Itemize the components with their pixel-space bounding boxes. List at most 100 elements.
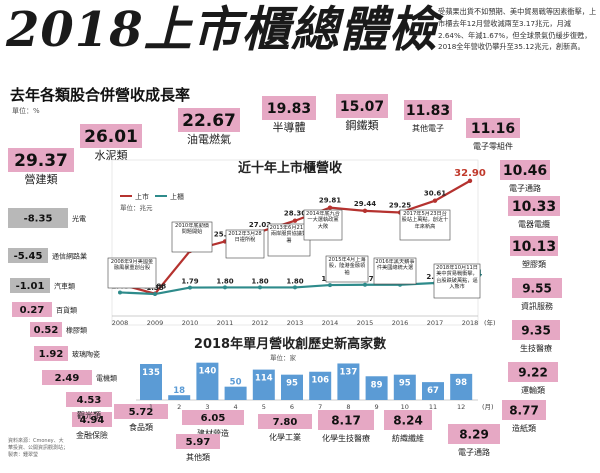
industry-value: 11.83 [406,103,450,119]
industry-label: 食品類 [129,422,153,432]
industry-value: 1.92 [39,349,64,360]
industry-label: 光電 [72,214,86,223]
industry-value: 29.37 [14,151,68,171]
monthly-bar [309,371,332,400]
series-point-otc [328,283,332,288]
industry-label: 電子零組件 [473,141,513,151]
industry-label: 化學工業 [269,432,301,442]
industry-label: 玻璃陶瓷 [72,350,100,359]
monthly-bar [224,386,247,400]
industry-value: 10.46 [503,163,547,179]
industry-bubble [72,412,112,427]
industry-value: 0.52 [34,325,59,336]
monthly-x-tick: 7 [318,403,322,411]
industry-label: 化學生技醫療 [322,433,370,443]
annotation-box [171,221,213,253]
industry-label: 運輸類 [521,385,545,395]
annotation-box [225,229,265,259]
industry-value: 11.16 [471,121,515,137]
annotation-text-wrap: 2014年底九合一大選執政黨大敗 [306,211,340,230]
industry-label: 半導體 [273,120,306,134]
x-tick-label: 2013 [287,319,304,327]
industry-label: 汽車類 [54,282,75,291]
industry-label: 其他電子 [412,123,444,133]
annotation-text-wrap: 2016年黑天鵝事件美國總統大選 [375,259,415,272]
industry-bubble [510,236,558,256]
annotation-text-wrap: 2010年底勤價問題開始 [175,223,209,236]
legend-label-otc: 上櫃 [170,192,184,201]
monthly-bar [422,382,444,400]
annotation-text: 2010年底勤價問題開始 [175,223,209,236]
x-tick-label: 2010 [182,319,199,327]
x-tick-label: 2011 [217,319,234,327]
industry-value: 5.72 [129,407,154,418]
annotation-text: 2015年4月上海股，陸港金融領袖 [328,257,366,276]
data-label-otc: 1.80 [251,277,268,285]
data-label-listed: 28.30 [284,210,306,218]
industry-label: 觀光類 [77,410,101,420]
monthly-x-tick: 4 [234,403,238,411]
annotation-text: 2014年底九合一大選執政黨大敗 [306,211,340,230]
series-point-otc [223,285,227,290]
industry-bubble [30,322,62,337]
industry-unit: 單位：% [12,107,40,115]
data-label-listed: 29.81 [319,197,341,205]
monthly-bar [337,363,360,400]
monthly-x-tick: 10 [401,403,409,411]
data-label-otc: 1.80 [286,277,303,285]
annotation-text-wrap: 2012年3月28日證所稅 [228,231,261,243]
series-point-listed [292,218,298,223]
monthly-x-tick: 5 [262,403,266,411]
industry-value: 22.67 [182,111,236,131]
series-point-listed [362,208,368,214]
x-tick-label: 2016 [392,319,409,327]
monthly-x-tick: 9 [375,403,379,411]
series-point-listed [327,205,333,210]
annotation-box [325,255,369,283]
annotation-text-wrap: 2015年4月上海股，陸港金融領袖 [328,257,366,276]
industry-value: 4.53 [77,395,102,406]
annotation-text: 2016年黑天鵝事件美國總統大選 [375,259,415,272]
industry-value: 2.49 [55,373,80,384]
industry-label: 塑膠類 [522,259,546,269]
monthly-x-tick: 3 [205,403,209,411]
industry-value: 8.17 [331,413,361,427]
industry-bubble [384,410,432,430]
annotation-box [303,209,343,241]
industry-bubble [178,108,240,132]
industry-bubble [512,278,562,298]
annotation-text-wrap: 2008年9月美國金融風暴重創台股 [111,259,153,271]
series-point-otc [293,285,297,290]
x-tick-label: 2014 [322,319,339,327]
industry-bubble [466,118,520,138]
industry-value: 0.27 [20,305,45,316]
monthly-chart-title: 2018年單月營收創歷史新高家數 [194,336,386,352]
annotation-text: 2017年5月23日台股站上萬點，創近十年來新高 [401,211,449,230]
data-label-otc: 1.79 [181,278,198,286]
monthly-bar-value: 106 [311,376,329,386]
monthly-bar-value: 135 [142,368,160,378]
monthly-x-tick: 2 [177,403,181,411]
data-label-listed: 27.02 [249,221,271,229]
industry-bubble [66,392,112,407]
industry-label: 金融保險 [76,430,108,440]
industry-value: 6.05 [201,413,226,424]
series-point-otc [188,285,192,290]
industry-bubble [8,148,74,172]
line-chart-unit: 單位：兆元 [120,203,153,212]
monthly-x-tick: 1 [149,403,153,411]
industry-label: 營建類 [25,172,58,186]
industry-subtitle: 去年各類股合併營收成長率 [10,86,191,104]
monthly-bar-value: 137 [340,367,358,377]
data-label-listed: 25.91 [214,230,236,238]
monthly-bar [365,376,388,400]
industry-bubble [508,196,560,216]
data-label-otc: 1.80 [216,277,233,285]
industry-label: 電器電纜 [518,219,550,229]
industry-label: 百貨類 [56,306,77,315]
industry-bubble [80,124,142,148]
monthly-bar [196,362,219,400]
industry-bubble [404,100,452,120]
